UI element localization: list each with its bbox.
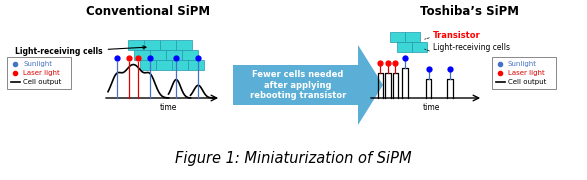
Polygon shape: [233, 45, 383, 125]
Polygon shape: [412, 42, 427, 52]
Text: Light-receiving cells: Light-receiving cells: [15, 46, 146, 57]
Polygon shape: [397, 42, 412, 52]
FancyBboxPatch shape: [492, 57, 556, 89]
Polygon shape: [182, 50, 198, 60]
Text: Conventional SiPM: Conventional SiPM: [86, 5, 210, 18]
Polygon shape: [405, 32, 420, 42]
Polygon shape: [166, 50, 182, 60]
Polygon shape: [390, 32, 405, 42]
Text: Sunlight: Sunlight: [508, 61, 537, 67]
Polygon shape: [128, 40, 144, 50]
Text: Figure 1: Miniaturization of SiPM: Figure 1: Miniaturization of SiPM: [175, 151, 411, 166]
Polygon shape: [160, 40, 176, 50]
Text: Laser light: Laser light: [23, 70, 60, 76]
Polygon shape: [156, 60, 172, 70]
Polygon shape: [134, 50, 150, 60]
Polygon shape: [188, 60, 204, 70]
Text: Transistor: Transistor: [433, 30, 481, 39]
Text: Light-receiving cells: Light-receiving cells: [433, 44, 510, 53]
Text: Cell output: Cell output: [23, 79, 62, 85]
Polygon shape: [140, 60, 156, 70]
Polygon shape: [144, 40, 160, 50]
Polygon shape: [150, 50, 166, 60]
Text: Cell output: Cell output: [508, 79, 546, 85]
Text: Laser light: Laser light: [508, 70, 545, 76]
Text: Toshiba’s SiPM: Toshiba’s SiPM: [420, 5, 519, 18]
Text: time: time: [423, 103, 440, 112]
Polygon shape: [176, 40, 192, 50]
Text: Sunlight: Sunlight: [23, 61, 52, 67]
Text: Fewer cells needed
after applying
rebooting transistor: Fewer cells needed after applying reboot…: [250, 70, 346, 100]
Text: time: time: [159, 103, 177, 112]
FancyBboxPatch shape: [7, 57, 71, 89]
Polygon shape: [172, 60, 188, 70]
